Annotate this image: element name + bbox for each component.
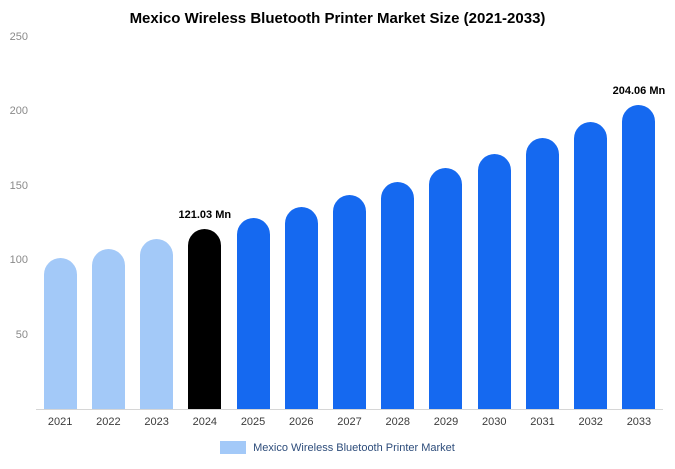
x-axis-label: 2029 bbox=[433, 416, 459, 428]
bar-column bbox=[518, 37, 566, 409]
bar-column bbox=[229, 37, 277, 409]
bar-2025[interactable] bbox=[236, 218, 270, 409]
bar-2033[interactable] bbox=[622, 105, 656, 409]
bar-2029[interactable] bbox=[429, 168, 463, 409]
x-axis-label: 2024 bbox=[192, 416, 218, 428]
y-axis-tick: 50 bbox=[15, 328, 28, 341]
bar-2030[interactable] bbox=[477, 153, 511, 409]
x-axis-label: 2026 bbox=[289, 416, 314, 428]
y-axis-tick: 100 bbox=[9, 254, 28, 267]
x-axis-label: 2023 bbox=[144, 416, 169, 428]
x-axis-label: 2030 bbox=[481, 416, 507, 428]
x-axis-label: 2027 bbox=[337, 416, 362, 428]
bar-2023[interactable] bbox=[140, 239, 174, 409]
bar-column bbox=[422, 37, 470, 409]
y-axis-tick: 200 bbox=[9, 105, 28, 118]
x-axis-label: 2033 bbox=[626, 416, 652, 428]
bar-2027[interactable] bbox=[333, 194, 367, 409]
y-axis-tick: 150 bbox=[9, 179, 28, 192]
bar-column: 121.03 Mn bbox=[178, 37, 232, 409]
bar-value-label: 204.06 Mn bbox=[612, 85, 666, 98]
bar-value-label: 121.03 Mn bbox=[178, 208, 232, 221]
bar-column bbox=[470, 37, 518, 409]
bar-column bbox=[374, 37, 422, 409]
plot-area: 121.03 Mn 204.06 Mn bbox=[36, 37, 666, 409]
x-axis-label: 2028 bbox=[385, 416, 410, 428]
y-axis-tick: 250 bbox=[9, 31, 28, 43]
x-axis-label: 2031 bbox=[530, 416, 555, 428]
bar-2022[interactable] bbox=[91, 248, 125, 409]
bar-2031[interactable] bbox=[525, 138, 559, 409]
x-axis-label: 2021 bbox=[47, 416, 73, 428]
bar-column bbox=[132, 37, 180, 409]
x-axis: 2021 2022 2023 2024 2025 2026 2027 2028 2029 2030… bbox=[36, 416, 663, 428]
legend: Mexico Wireless Bluetooth Printer Market bbox=[0, 441, 675, 454]
plot-region: 250 200 150 100 50 121.03 Mn 204.06 Mn bbox=[10, 31, 666, 410]
legend-swatch bbox=[220, 441, 247, 454]
bar-2032[interactable] bbox=[574, 122, 608, 409]
bar-2028[interactable] bbox=[381, 181, 415, 409]
y-axis: 250 200 150 100 50 bbox=[2, 31, 30, 409]
bar-column: 204.06 Mn bbox=[612, 37, 666, 409]
bar-column bbox=[325, 37, 373, 409]
bar-column bbox=[36, 37, 84, 409]
chart-title: Mexico Wireless Bluetooth Printer Market… bbox=[129, 10, 546, 27]
x-axis-label: 2032 bbox=[578, 416, 603, 428]
bar-column bbox=[277, 37, 325, 409]
bar-2024[interactable] bbox=[188, 228, 222, 409]
bar-column bbox=[84, 37, 132, 409]
legend-label: Mexico Wireless Bluetooth Printer Market bbox=[253, 441, 455, 454]
bar-2021[interactable] bbox=[43, 257, 77, 409]
bar-column bbox=[567, 37, 615, 409]
x-axis-label: 2022 bbox=[96, 416, 121, 428]
bar-2026[interactable] bbox=[284, 206, 318, 409]
x-axis-label: 2025 bbox=[240, 416, 266, 428]
